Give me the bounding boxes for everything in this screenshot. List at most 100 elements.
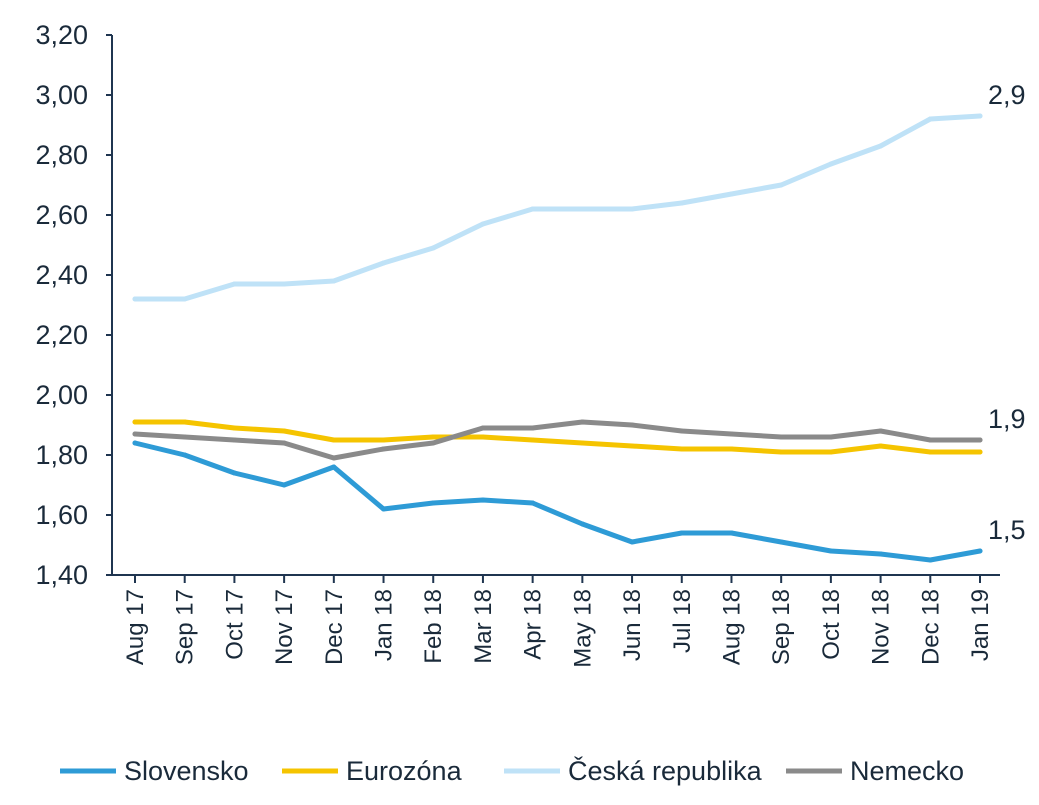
y-tick-label: 1,60 <box>35 500 88 530</box>
y-tick-label: 3,00 <box>35 80 88 110</box>
data-point <box>927 557 933 563</box>
data-point <box>977 449 983 455</box>
data-point <box>977 548 983 554</box>
data-point <box>281 482 287 488</box>
y-tick-label: 3,20 <box>35 20 88 50</box>
data-point <box>231 281 237 287</box>
legend: Slovensko Eurozóna Česká republika Nemecko <box>60 755 964 786</box>
data-point <box>977 113 983 119</box>
data-point <box>629 422 635 428</box>
end-label: 1,5 <box>988 515 1026 545</box>
x-tick-label: Jan 19 <box>967 589 994 661</box>
data-point <box>828 161 834 167</box>
series-line-2 <box>132 419 983 455</box>
x-tick-label: Jul 18 <box>669 589 696 653</box>
x-tick-label: Dec 18 <box>917 589 944 665</box>
y-tick-label: 2,80 <box>35 140 88 170</box>
data-point <box>281 440 287 446</box>
data-point <box>381 260 387 266</box>
series-points-1 <box>132 440 983 563</box>
x-tick-label: Nov 18 <box>868 589 895 665</box>
data-point <box>579 521 585 527</box>
data-point <box>182 419 188 425</box>
data-point <box>579 440 585 446</box>
x-tick-label: Mar 18 <box>470 589 497 664</box>
data-point <box>629 206 635 212</box>
data-point <box>480 221 486 227</box>
data-point <box>728 191 734 197</box>
data-point <box>182 434 188 440</box>
data-point <box>828 434 834 440</box>
x-tick-label: Sep 18 <box>768 589 795 665</box>
data-point <box>480 425 486 431</box>
x-tick-label: May 18 <box>569 589 596 668</box>
data-point <box>878 551 884 557</box>
y-tick-label: 1,40 <box>35 560 88 590</box>
series-points-4 <box>132 419 983 461</box>
x-tick-label: Apr 18 <box>520 589 547 660</box>
series-line-1 <box>132 440 983 563</box>
data-point <box>878 443 884 449</box>
series-points-2 <box>132 419 983 455</box>
x-tick-label: Jan 18 <box>371 589 398 661</box>
data-point <box>381 446 387 452</box>
data-point <box>828 449 834 455</box>
data-point <box>679 530 685 536</box>
data-point <box>530 425 536 431</box>
data-point <box>132 296 138 302</box>
data-point <box>530 500 536 506</box>
end-labels: 1,5 2,9 1,9 <box>988 80 1026 545</box>
data-point <box>530 206 536 212</box>
y-tick-label: 2,40 <box>35 260 88 290</box>
x-axis: Aug 17 Sep 17 Oct 17 Nov 17 Dec 17 Jan 18 Feb … <box>112 574 1000 668</box>
data-point <box>430 434 436 440</box>
data-point <box>679 200 685 206</box>
end-label: 1,9 <box>988 404 1026 434</box>
data-point <box>579 206 585 212</box>
data-point <box>778 434 784 440</box>
data-point <box>530 437 536 443</box>
data-point <box>331 437 337 443</box>
data-point <box>430 245 436 251</box>
data-point <box>778 182 784 188</box>
data-point <box>878 143 884 149</box>
legend-label: Slovensko <box>124 756 249 786</box>
data-point <box>728 431 734 437</box>
data-point <box>778 449 784 455</box>
data-point <box>480 497 486 503</box>
x-tick-label: Nov 17 <box>271 589 298 665</box>
data-point <box>430 500 436 506</box>
end-label: 2,9 <box>988 80 1026 110</box>
data-point <box>430 440 436 446</box>
series-points-3 <box>132 113 983 302</box>
x-tick-label: Aug 18 <box>718 589 745 665</box>
x-tick-label: Aug 17 <box>122 589 149 665</box>
x-tick-label: Sep 17 <box>172 589 199 665</box>
data-point <box>331 464 337 470</box>
data-point <box>231 470 237 476</box>
x-tick-label: Dec 17 <box>321 589 348 665</box>
legend-label: Nemecko <box>850 756 964 786</box>
data-point <box>331 278 337 284</box>
y-tick-label: 2,00 <box>35 380 88 410</box>
data-point <box>132 431 138 437</box>
data-point <box>579 419 585 425</box>
y-tick-label: 2,60 <box>35 200 88 230</box>
data-point <box>927 116 933 122</box>
x-tick-label: Oct 17 <box>221 589 248 660</box>
data-point <box>480 434 486 440</box>
y-tick-label: 1,80 <box>35 440 88 470</box>
x-tick-label: Oct 18 <box>818 589 845 660</box>
data-point <box>778 539 784 545</box>
data-point <box>728 530 734 536</box>
data-point <box>927 449 933 455</box>
data-point <box>281 281 287 287</box>
series-line-4 <box>132 419 983 461</box>
series-line-3 <box>132 113 983 302</box>
data-point <box>231 425 237 431</box>
data-point <box>679 428 685 434</box>
data-point <box>629 443 635 449</box>
x-tick-label: Feb 18 <box>420 589 447 664</box>
